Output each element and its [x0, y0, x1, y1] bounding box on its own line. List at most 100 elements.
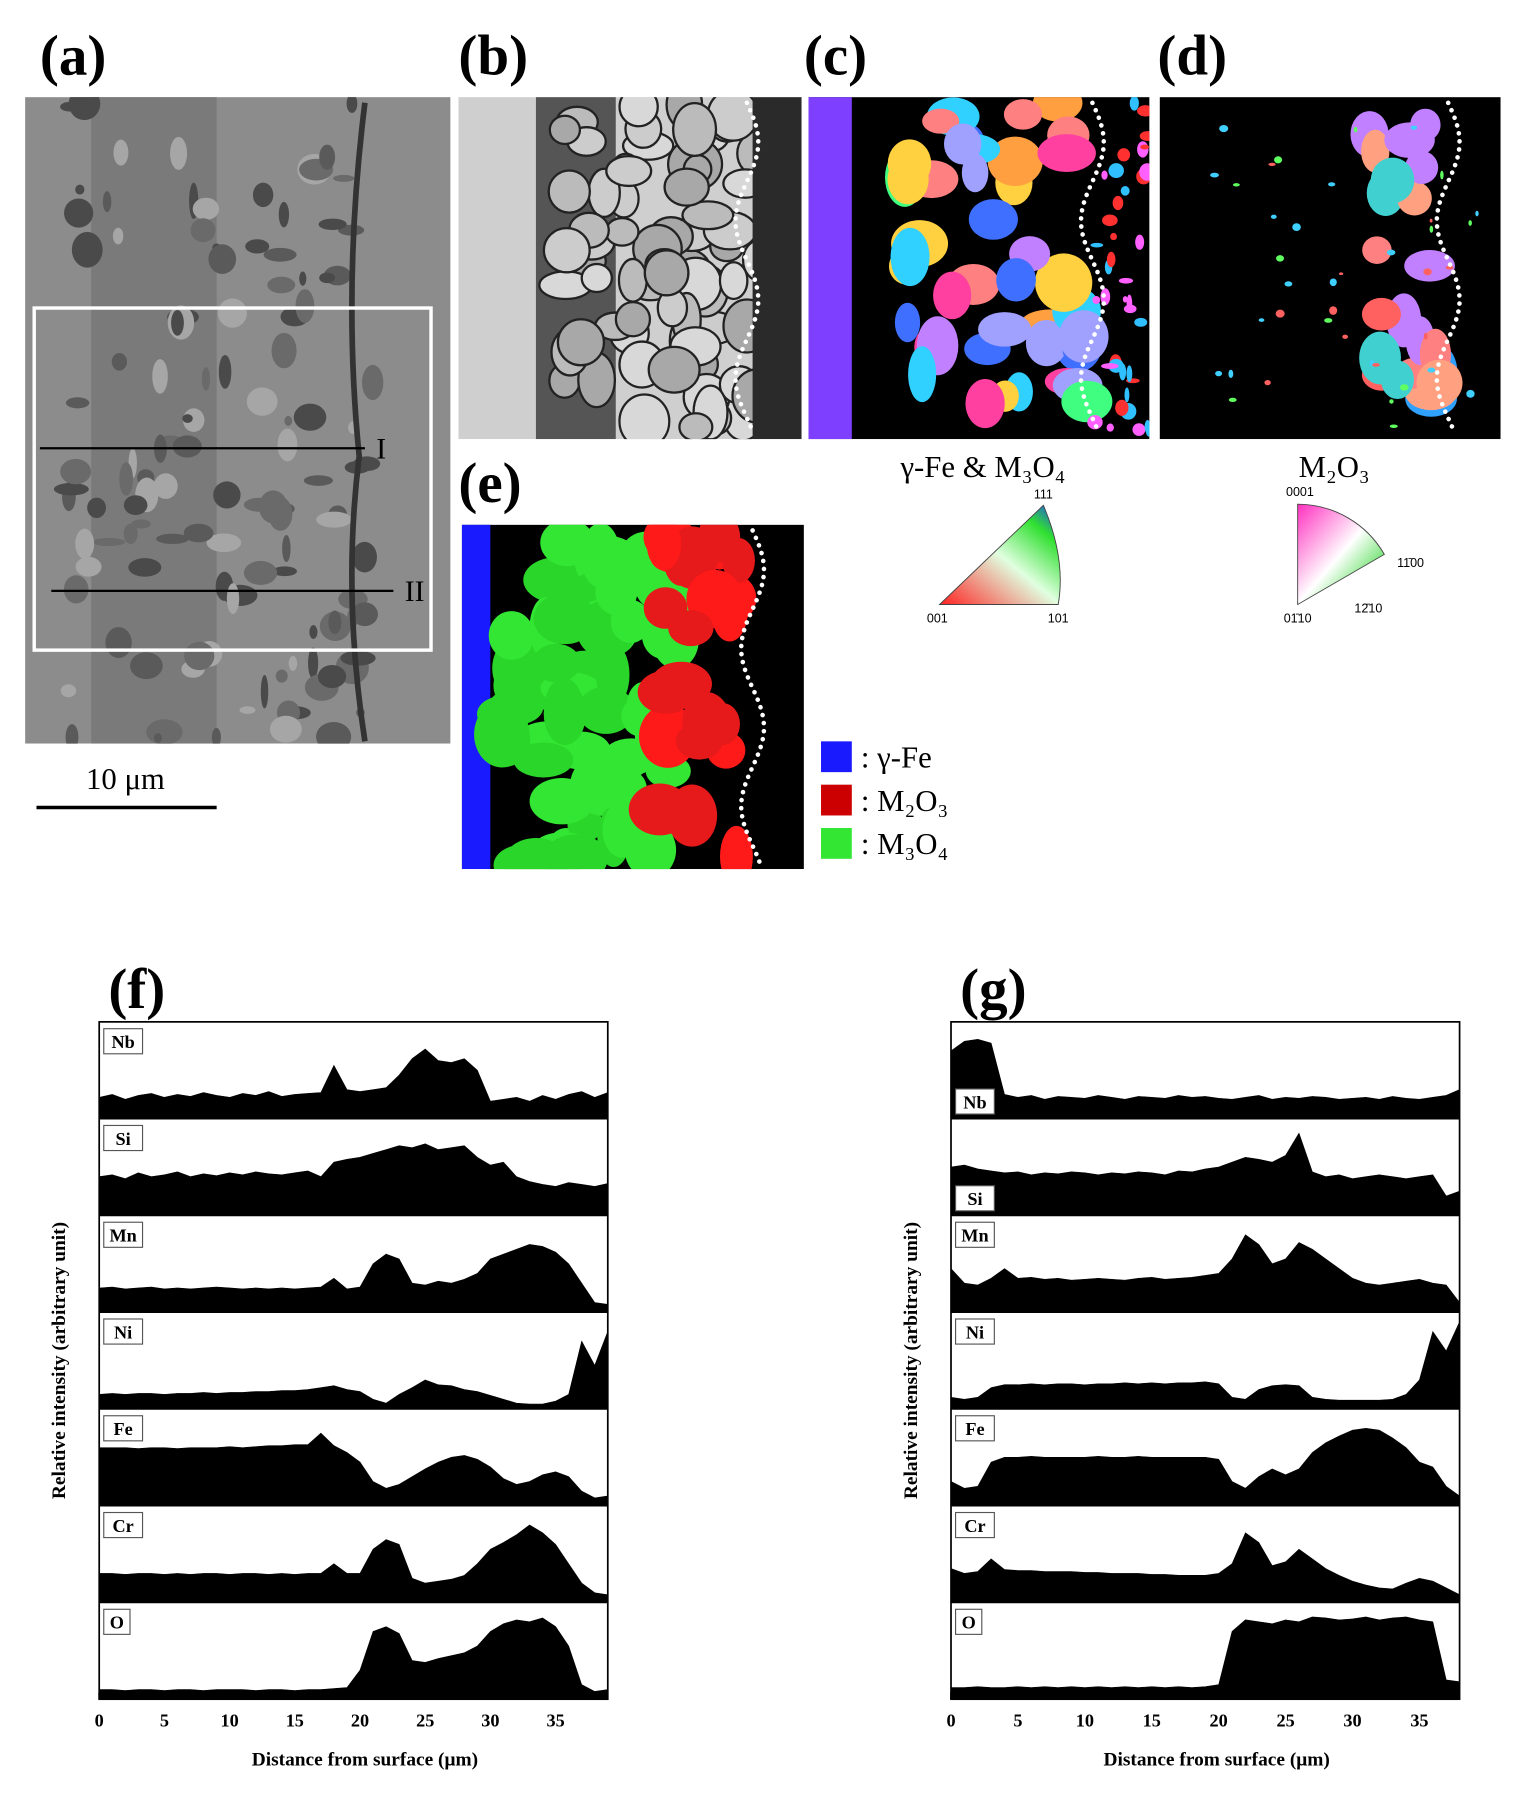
grain — [646, 524, 682, 571]
panel-label: (d) — [1157, 24, 1227, 87]
grain — [604, 216, 640, 247]
grain — [1228, 397, 1237, 403]
grain — [1129, 97, 1139, 111]
grain — [488, 611, 535, 660]
grain — [1445, 265, 1454, 270]
scan-label: II — [405, 576, 425, 608]
grain — [672, 101, 718, 157]
ipf-hex — [1297, 503, 1385, 606]
grain — [252, 182, 274, 208]
grain — [1035, 253, 1093, 312]
panel-labels: (a) (b) (c) (d) (e) — [40, 24, 1227, 515]
grain — [243, 497, 275, 512]
grain — [153, 473, 178, 499]
gamma-fe — [808, 97, 852, 440]
grain — [328, 610, 342, 634]
grain — [628, 783, 691, 836]
grain — [1274, 156, 1283, 164]
grain — [206, 533, 242, 553]
grain — [894, 302, 921, 343]
element-box — [103, 1608, 131, 1635]
grain — [1362, 236, 1392, 264]
grain — [961, 153, 989, 193]
ipf-label: 001 — [927, 612, 948, 626]
grain — [580, 262, 613, 294]
intensity-profile — [98, 1048, 609, 1119]
intensity-profile — [950, 1427, 1460, 1506]
grain — [1122, 296, 1128, 303]
grain — [1361, 297, 1401, 331]
grain — [1276, 255, 1285, 262]
grain — [1061, 380, 1113, 423]
ipf-label: 12̄10 — [1354, 601, 1382, 615]
grain — [1380, 360, 1414, 400]
grain — [1140, 144, 1150, 150]
grain — [1328, 182, 1336, 187]
grain — [208, 244, 237, 274]
grain — [260, 674, 269, 709]
interface-dots — [733, 100, 761, 434]
ipf-label: 111 — [1034, 487, 1053, 501]
grain — [887, 154, 929, 205]
grain — [1389, 399, 1394, 404]
element-box — [103, 1028, 144, 1055]
legend-swatch — [821, 741, 852, 773]
grain — [1268, 162, 1276, 167]
grain — [226, 583, 240, 615]
grain — [1101, 170, 1108, 180]
grain — [288, 655, 298, 671]
micrograph — [808, 97, 1150, 440]
grain — [1374, 315, 1381, 321]
x-tick-label: 35 — [1410, 1711, 1428, 1731]
element-label: Si — [116, 1129, 131, 1149]
grain — [556, 318, 606, 367]
grain — [1429, 218, 1433, 223]
grain — [933, 271, 972, 320]
grain — [128, 558, 162, 577]
grain — [682, 692, 731, 752]
grain — [1475, 210, 1479, 217]
x-tick-label: 15 — [286, 1711, 304, 1731]
grain — [352, 541, 377, 573]
intensity-profile — [98, 1617, 609, 1700]
grain — [1264, 380, 1271, 386]
legend-label: : M₃O₄ — [861, 827, 948, 861]
grain — [681, 200, 735, 231]
grain — [1106, 251, 1116, 268]
ipf-label: 11̄00 — [1397, 556, 1424, 570]
grain — [119, 462, 134, 496]
grain — [152, 359, 168, 394]
grain — [618, 97, 659, 128]
element-box — [103, 1318, 144, 1345]
grain — [1466, 389, 1475, 398]
micrographs — [25, 97, 1501, 870]
grain — [1032, 97, 1083, 122]
grain — [718, 261, 749, 301]
grain — [278, 201, 290, 228]
caption: γ-Fe & M₃O₄ — [899, 450, 1065, 484]
element-label: O — [962, 1613, 976, 1633]
grain — [123, 495, 148, 516]
grain — [1258, 318, 1265, 322]
grain — [269, 715, 302, 743]
grain — [1353, 126, 1358, 133]
y-axis-label: Relative intensity (arbitrary unit) — [49, 1222, 70, 1499]
element-label: Fe — [114, 1419, 133, 1439]
grain — [1284, 281, 1293, 287]
grain — [1468, 220, 1472, 226]
legend-swatch — [821, 784, 852, 816]
grain — [1144, 420, 1150, 434]
charts: (f) Nb Si Mn Ni Fe Cr O 0 5 10 15 20 25 30 35 Distance f… — [49, 958, 1461, 1770]
grain — [293, 403, 327, 431]
grain — [1329, 306, 1338, 315]
grain — [1427, 367, 1436, 373]
grain — [1037, 134, 1096, 173]
intensity-profile — [98, 1524, 609, 1603]
grain — [663, 167, 710, 207]
intensity-profile — [950, 1038, 1460, 1119]
grain — [75, 184, 85, 195]
interface-dots — [1078, 100, 1107, 434]
grain — [243, 560, 278, 585]
grain — [1232, 183, 1240, 187]
grain — [1115, 399, 1129, 416]
